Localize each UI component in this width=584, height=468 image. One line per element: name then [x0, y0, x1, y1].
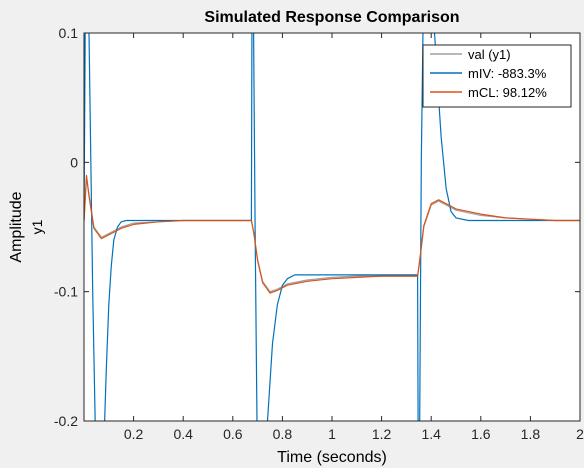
series-line-mcl — [84, 174, 580, 294]
x-axis-ticks: 0.2 0.4 0.6 0.8 1 1.2 1.4 1.6 1.8 2 — [124, 33, 584, 442]
legend-entry-label: mIV: -883.3% — [468, 66, 547, 81]
x-axis-label: Time (seconds) — [277, 449, 387, 466]
x-tick-label: 1.6 — [471, 426, 491, 442]
x-tick-label: 0.4 — [173, 426, 193, 442]
y-axis-ticks: -0.2 -0.1 0 0.1 — [54, 25, 580, 429]
legend-entry-label: val (y1) — [468, 47, 511, 62]
y-tick-label: 0.1 — [59, 25, 79, 41]
y-tick-label: 0 — [70, 154, 78, 170]
x-tick-label: 2 — [576, 426, 584, 442]
x-tick-label: 1 — [328, 426, 336, 442]
y-tick-label: -0.2 — [54, 413, 78, 429]
x-tick-label: 0.2 — [124, 426, 144, 442]
chart-title: Simulated Response Comparison — [204, 9, 459, 26]
legend-box — [422, 44, 572, 108]
x-tick-label: 1.4 — [421, 426, 441, 442]
legend-entry-label: mCL: 98.12% — [468, 85, 547, 100]
x-tick-label: 0.8 — [273, 426, 293, 442]
legend[interactable]: val (y1) mIV: -883.3% mCL: 98.12% — [422, 44, 572, 108]
y-tick-label: -0.1 — [54, 284, 78, 300]
x-tick-label: 1.2 — [372, 426, 392, 442]
x-tick-label: 1.8 — [521, 426, 541, 442]
y-axis-label-output: y1 — [29, 219, 45, 234]
x-tick-label: 0.6 — [223, 426, 243, 442]
y-axis-label: Amplitude — [8, 191, 25, 262]
